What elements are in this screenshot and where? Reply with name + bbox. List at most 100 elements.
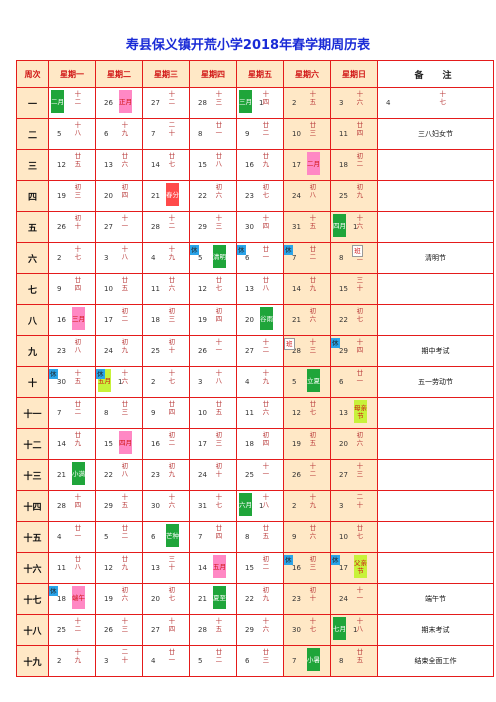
gregorian-date: 8 [104,409,109,417]
holiday-rest-badge: 休 [284,555,293,565]
week-note [377,149,494,181]
day-cell-tue: 8 廿三 [95,397,143,429]
day-cell-sun: 15 三十 [330,273,378,305]
gregorian-date: 10 [339,533,348,541]
lunar-date: 廿四 [356,121,364,137]
gregorian-date: 28 [198,99,207,107]
gregorian-date: 3 [104,657,109,665]
day-cell-tue: 29 十五 [95,490,143,522]
table-row: 一十二二月26正月27十二28十三1十四三月2十五3十六4十七开学 [16,87,494,119]
gregorian-date: 19 [104,595,113,603]
lunar-date: 十九 [309,493,317,509]
lunar-date: 廿八 [262,276,270,292]
day-cell-sun: 24 十一 [330,583,378,615]
day-cell-sat: 7 小暑 [283,645,331,677]
gregorian-date: 17 [104,316,113,324]
gregorian-date: 24 [339,595,348,603]
day-cell-wed: 21 春分 [142,180,190,212]
day-cell-mon: 4 廿一 [48,521,96,553]
lunar-date: 廿九 [74,431,82,447]
lunar-date: 初三 [168,307,176,323]
gregorian-date: 25 [57,626,66,634]
week-number: 二 [16,118,49,150]
lunar-date: 三十 [168,555,176,571]
day-cell-fri: 20 谷雨 [236,304,284,336]
lunar-date: 十三 [309,338,317,354]
festival-marker: 二月 [307,152,320,175]
gregorian-date: 24 [198,471,207,479]
gregorian-date: 29 [339,347,348,355]
day-cell-wed: 27 十二 [142,87,190,119]
week-note: 三八妇女节 [377,118,494,150]
lunar-date: 廿二 [74,400,82,416]
day-cell-tue: 24 初九 [95,335,143,367]
day-cell-sun: 8廿三班 [330,242,378,274]
lunar-date: 十六 [168,493,176,509]
day-cell-mon: 25 十二 [48,614,96,646]
gregorian-date: 9 [292,533,297,541]
week-note: 期末考试 [377,614,494,646]
gregorian-date: 4 [386,99,391,107]
gregorian-date: 26 [104,99,113,107]
lunar-date: 十四 [356,338,364,354]
festival-marker: 母亲节 [354,400,367,423]
lunar-date: 初十 [74,214,82,230]
day-cell-mon: 2 十七 [48,242,96,274]
lunar-date: 十九 [74,648,82,664]
gregorian-date: 26 [198,347,207,355]
gregorian-date: 10 [292,130,301,138]
lunar-date: 十二 [309,462,317,478]
festival-marker: 五月 [213,555,226,578]
day-cell-sat: 21 初六 [283,304,331,336]
gregorian-date: 3 [339,99,344,107]
day-cell-thu: 17 初三 [189,428,237,460]
lunar-date: 初八 [309,183,317,199]
lunar-date: 廿二 [215,648,223,664]
day-cell-tue: 22 初八 [95,459,143,491]
lunar-date: 廿九 [309,276,317,292]
day-cell-fri: 9 廿二 [236,118,284,150]
day-cell-mon: 30 十五 休 [48,366,96,398]
lunar-date: 廿三 [262,648,270,664]
day-cell-sun: 27 十三 [330,459,378,491]
lunar-date: 廿六 [168,276,176,292]
lunar-date: 廿五 [121,276,129,292]
day-cell-thu: 31 十七 [189,490,237,522]
gregorian-date: 6 [245,657,250,665]
day-cell-wed: 16 初二 [142,428,190,460]
week-number: 八 [16,304,49,336]
day-cell-mon: 9 廿四 [48,273,96,305]
festival-marker: 父亲节 [354,555,367,578]
gregorian-date: 16 [292,564,301,572]
gregorian-date: 20 [151,595,160,603]
festival-marker: 芒种 [166,524,179,547]
day-cell-mon: 26 初十 [48,211,96,243]
lunar-date: 初六 [356,431,364,447]
day-cell-sat: 24 初八 [283,180,331,212]
gregorian-date: 25 [245,471,254,479]
day-cell-sat: 17 二月 [283,149,331,181]
gregorian-date: 4 [245,378,250,386]
week-note [377,490,494,522]
week-number: 十一 [16,397,49,429]
gregorian-date: 18 [245,440,254,448]
day-cell-wed: 23 初九 [142,459,190,491]
gregorian-date: 2 [292,502,297,510]
lunar-date: 十二 [74,617,82,633]
day-cell-thu: 5 清明 休 [189,242,237,274]
week-note [377,397,494,429]
gregorian-date: 13 [245,285,254,293]
page-title: 寿县保义镇开荒小学2018年春学期周历表 [125,38,371,53]
lunar-date: 初八 [74,338,82,354]
lunar-date: 十一 [121,214,129,230]
lunar-date: 初三 [309,555,317,571]
gregorian-date: 2 [292,99,297,107]
week-note [377,552,494,584]
lunar-date: 十六 [262,617,270,633]
day-cell-wed: 11 廿六 [142,273,190,305]
festival-marker: 谷雨 [260,307,273,330]
day-cell-sat: 23 初十 [283,583,331,615]
week-number: 五 [16,211,49,243]
workday-badge: 班 [352,245,363,257]
lunar-date: 廿三 [121,400,129,416]
